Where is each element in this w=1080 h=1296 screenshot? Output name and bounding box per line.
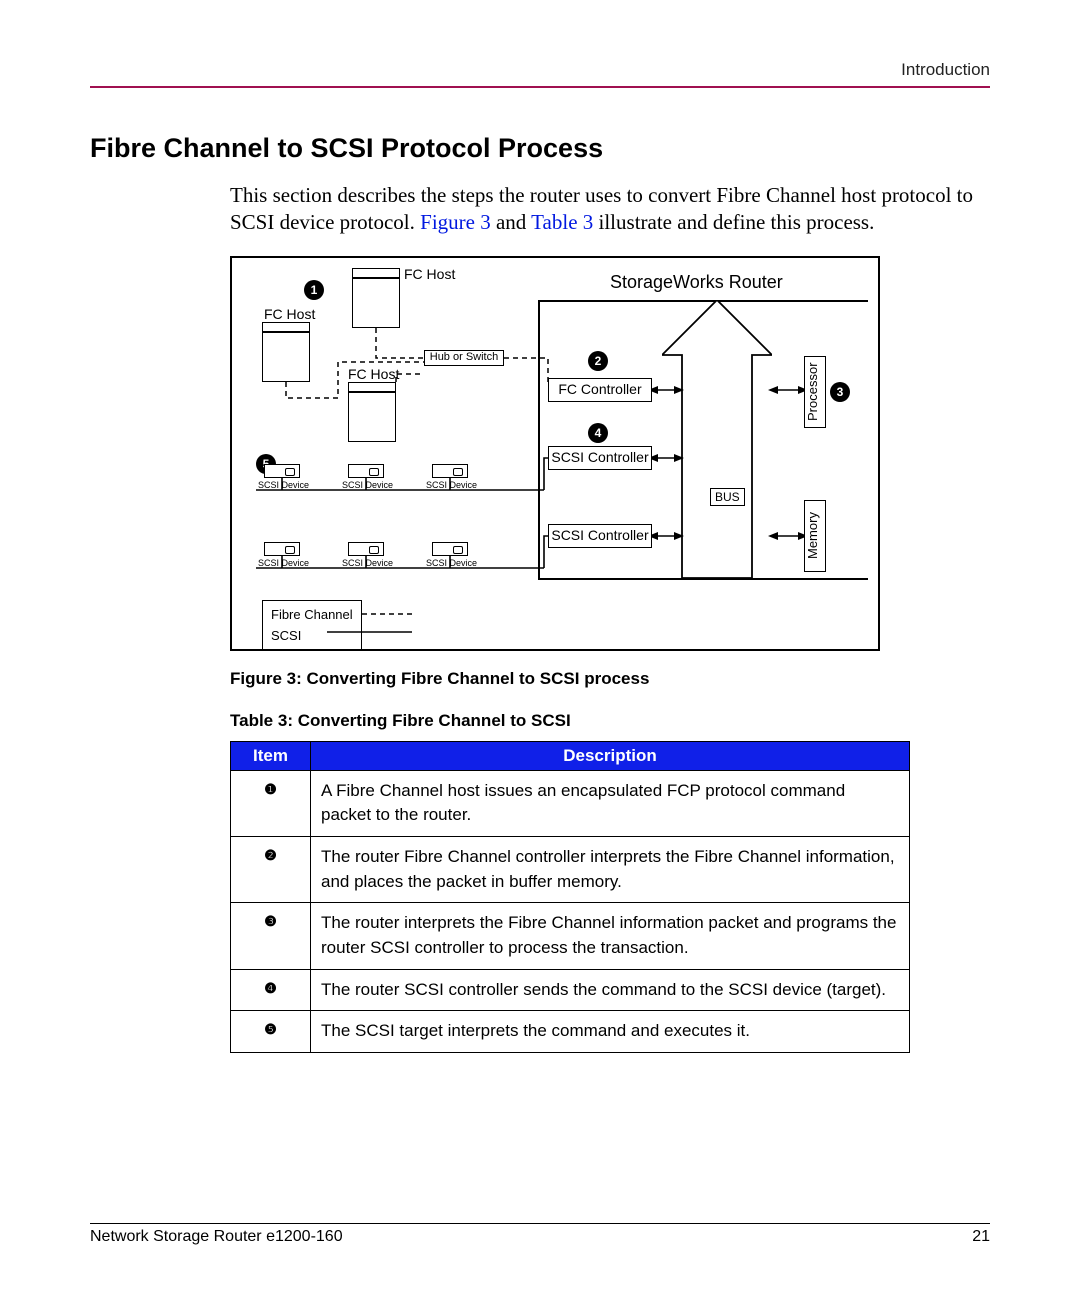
scsi-controller-1: SCSI Controller — [548, 446, 652, 470]
hub-switch: Hub or Switch — [424, 350, 504, 366]
legend-scsi: SCSI — [271, 626, 353, 647]
intro-paragraph: This section describes the steps the rou… — [230, 182, 990, 236]
host-icon — [352, 278, 400, 328]
scsi-dev-icon — [432, 542, 468, 556]
figure-ref[interactable]: Figure 3 — [420, 210, 491, 234]
col-item: Item — [231, 741, 311, 770]
host-icon — [352, 268, 400, 278]
host-icon — [262, 332, 310, 382]
host-icon — [348, 392, 396, 442]
legend-fc: Fibre Channel — [271, 605, 353, 626]
scsi-dev-label: SCSI Device — [426, 480, 477, 490]
step-2-marker: 2 — [588, 351, 608, 371]
footer: Network Storage Router e1200-160 21 — [90, 1223, 990, 1246]
host-icon — [348, 382, 396, 392]
item-desc: The router SCSI controller sends the com… — [311, 969, 910, 1011]
item-num: ❺ — [231, 1011, 311, 1053]
section-heading: Fibre Channel to SCSI Protocol Process — [90, 133, 990, 164]
table-row: ❷ The router Fibre Channel controller in… — [231, 837, 910, 903]
scsi-controller-2: SCSI Controller — [548, 524, 652, 548]
table-row: ❶ A Fibre Channel host issues an encapsu… — [231, 770, 910, 836]
scsi-dev-icon — [348, 464, 384, 478]
item-desc: The router Fibre Channel controller inte… — [311, 837, 910, 903]
scsi-dev-label: SCSI Device — [258, 558, 309, 568]
scsi-dev-label: SCSI Device — [342, 480, 393, 490]
scsi-dev-label: SCSI Device — [342, 558, 393, 568]
item-desc: The router interprets the Fibre Channel … — [311, 903, 910, 969]
item-num: ❸ — [231, 903, 311, 969]
scsi-dev-label: SCSI Device — [258, 480, 309, 490]
page-number: 21 — [972, 1228, 990, 1246]
item-desc: A Fibre Channel host issues an encapsula… — [311, 770, 910, 836]
fc-controller: FC Controller — [548, 378, 652, 402]
item-desc: The SCSI target interprets the command a… — [311, 1011, 910, 1053]
footer-rule — [90, 1223, 990, 1224]
item-num: ❶ — [231, 770, 311, 836]
scsi-dev-label: SCSI Device — [426, 558, 477, 568]
scsi-dev-icon — [264, 542, 300, 556]
scsi-dev-icon — [432, 464, 468, 478]
step-3-marker: 3 — [830, 382, 850, 402]
bus-label: BUS — [710, 488, 745, 506]
router-title: StorageWorks Router — [610, 272, 783, 293]
table-row: ❸ The router interprets the Fibre Channe… — [231, 903, 910, 969]
table-caption: Table 3: Converting Fibre Channel to SCS… — [230, 711, 990, 731]
process-table: Item Description ❶ A Fibre Channel host … — [230, 741, 910, 1053]
fc-to-scsi-diagram: StorageWorks Router FC Host 1 FC Host FC… — [230, 256, 880, 651]
col-desc: Description — [311, 741, 910, 770]
figure-caption: Figure 3: Converting Fibre Channel to SC… — [230, 669, 990, 689]
memory-box: Memory — [804, 500, 826, 572]
table-row: ❺ The SCSI target interprets the command… — [231, 1011, 910, 1053]
fc-host-label-2: FC Host — [264, 306, 315, 322]
item-num: ❷ — [231, 837, 311, 903]
running-header: Introduction — [90, 60, 990, 86]
fc-host-label-1: FC Host — [404, 266, 455, 282]
table-row: ❹ The router SCSI controller sends the c… — [231, 969, 910, 1011]
table-ref[interactable]: Table 3 — [531, 210, 593, 234]
text: and — [491, 210, 531, 234]
router-arrow-shape — [662, 300, 772, 580]
host-icon — [262, 322, 310, 332]
header-rule — [90, 86, 990, 88]
scsi-dev-icon — [348, 542, 384, 556]
item-num: ❹ — [231, 969, 311, 1011]
footer-title: Network Storage Router e1200-160 — [90, 1228, 343, 1246]
fc-host-label-3: FC Host — [348, 366, 399, 382]
processor-box: Processor — [804, 356, 826, 428]
text: illustrate and define this process. — [593, 210, 874, 234]
step-1-marker: 1 — [304, 280, 324, 300]
legend: Fibre Channel SCSI — [262, 600, 362, 652]
step-4-marker: 4 — [588, 423, 608, 443]
scsi-dev-icon — [264, 464, 300, 478]
